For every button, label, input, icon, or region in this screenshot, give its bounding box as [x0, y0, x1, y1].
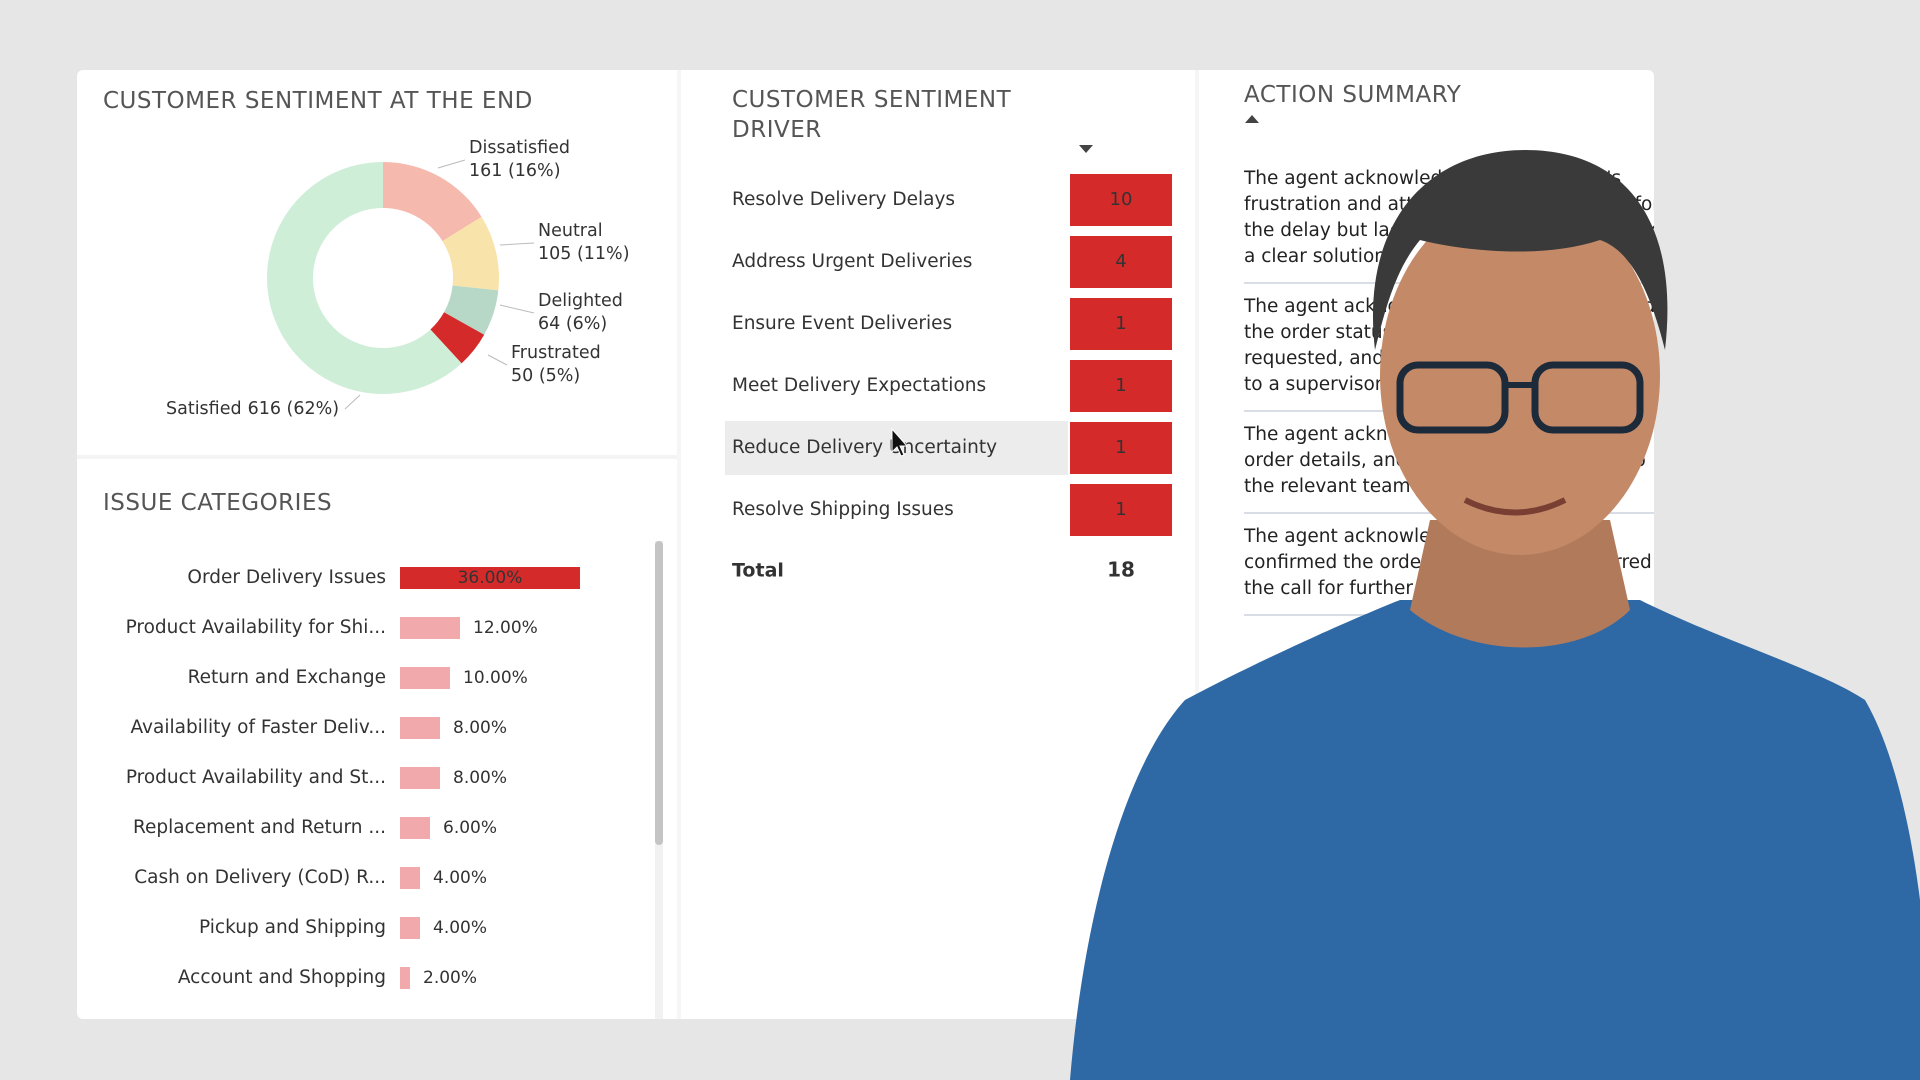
- donut-segment: [383, 162, 482, 242]
- bar-title: ISSUE CATEGORIES: [103, 490, 333, 516]
- bar: [400, 567, 580, 589]
- bar-value: 8.00%: [453, 768, 507, 788]
- bar-value: 10.00%: [463, 668, 528, 688]
- bar-value: 4.00%: [433, 868, 487, 888]
- person-mouth: [1463, 497, 1567, 516]
- driver-cell: [1070, 484, 1172, 536]
- bar: [400, 667, 450, 689]
- driver-label: Resolve Delivery Delays: [732, 189, 955, 210]
- driver-label: Meet Delivery Expectations: [732, 375, 986, 396]
- bar-value: 6.00%: [443, 818, 497, 838]
- bar: [400, 817, 430, 839]
- total-label: Total: [732, 560, 784, 582]
- bar-value: 4.00%: [433, 918, 487, 938]
- person-hair: [1372, 150, 1668, 350]
- driver-count: 4: [1115, 251, 1126, 272]
- donut-segment: [444, 285, 499, 335]
- donut-segment: [266, 162, 462, 394]
- leader-line: [344, 394, 361, 410]
- dropdown-arrow: [1079, 145, 1093, 153]
- driver-label: Resolve Shipping Issues: [732, 499, 954, 520]
- bar-label: Product Availability for Shi...: [126, 617, 386, 638]
- driver-count: 10: [1110, 189, 1133, 210]
- donut-label: Satisfied 616 (62%): [166, 399, 339, 419]
- leader-line: [499, 242, 535, 246]
- driver-label: Address Urgent Deliveries: [732, 251, 972, 272]
- driver-cell: [1070, 236, 1172, 288]
- person-glasses: [1531, 361, 1644, 434]
- driver-cell: [1070, 174, 1172, 226]
- summary-title: ACTION SUMMARY: [1244, 82, 1462, 108]
- donut-segment: [442, 216, 499, 291]
- total-value: 18: [1107, 558, 1135, 582]
- driver-count: 1: [1115, 313, 1126, 334]
- person-glasses: [1396, 361, 1509, 434]
- bar-label: Return and Exchange: [188, 667, 386, 688]
- bar: [400, 867, 420, 889]
- divider: [77, 455, 677, 459]
- bar-label: Pickup and Shipping: [199, 917, 386, 938]
- driver-cell: [1070, 422, 1172, 474]
- driver-count: 1: [1115, 499, 1126, 520]
- bar-value: 36.00%: [458, 568, 523, 588]
- bar-value: 8.00%: [453, 718, 507, 738]
- cursor: [891, 427, 909, 457]
- donut-label: Dissatisfied: [469, 138, 570, 158]
- donut-label: Delighted: [538, 291, 623, 311]
- divider: [677, 70, 681, 1019]
- collapse-caret: [1245, 115, 1259, 123]
- donut-value: 64 (6%): [538, 314, 607, 334]
- bar: [400, 967, 410, 989]
- person-neck: [1410, 520, 1630, 648]
- donut-label: Frustrated: [511, 343, 601, 363]
- driver-count: 1: [1115, 375, 1126, 396]
- person-head: [1380, 195, 1660, 555]
- bar-label: Order Delivery Issues: [187, 567, 386, 588]
- bar: [400, 917, 420, 939]
- bar: [400, 717, 440, 739]
- bar-label: Availability of Faster Deliv...: [130, 717, 386, 738]
- driver-label: Reduce Delivery Uncertainty: [732, 437, 997, 458]
- driver-cell: [1070, 360, 1172, 412]
- bar: [400, 767, 440, 789]
- bar-label: Product Availability and St...: [126, 767, 386, 788]
- driver-label: Ensure Event Deliveries: [732, 313, 952, 334]
- bar: [400, 617, 460, 639]
- scrollbar-thumb: [655, 541, 663, 845]
- leader-line: [487, 354, 508, 366]
- bar-label: Cash on Delivery (CoD) R...: [134, 867, 386, 888]
- driver-count: 1: [1115, 437, 1126, 458]
- donut-part: Satisfied: [166, 399, 242, 419]
- leader-line: [437, 159, 466, 169]
- donut-value: 50 (5%): [511, 366, 580, 386]
- donut-segment: [430, 312, 485, 364]
- donut-title: CUSTOMER SENTIMENT AT THE END: [103, 88, 533, 114]
- donut-part: 616 (62%): [248, 399, 340, 419]
- dashboard-panel: CUSTOMER SENTIMENT AT THE END ISSUE CATE…: [77, 70, 1654, 1019]
- donut-label: Neutral: [538, 221, 603, 241]
- driver-cell: [1070, 298, 1172, 350]
- divider: [1195, 70, 1199, 1019]
- person-shirt: [1070, 600, 1920, 1080]
- leader-line: [499, 304, 535, 314]
- donut-value: 161 (16%): [469, 161, 561, 181]
- bar-value: 2.00%: [423, 968, 477, 988]
- bar-label: Replacement and Return ...: [133, 817, 386, 838]
- bar-label: Account and Shopping: [178, 967, 386, 988]
- donut-value: 105 (11%): [538, 244, 630, 264]
- driver-title: CUSTOMER SENTIMENT DRIVER: [732, 87, 1012, 143]
- bar-value: 12.00%: [473, 618, 538, 638]
